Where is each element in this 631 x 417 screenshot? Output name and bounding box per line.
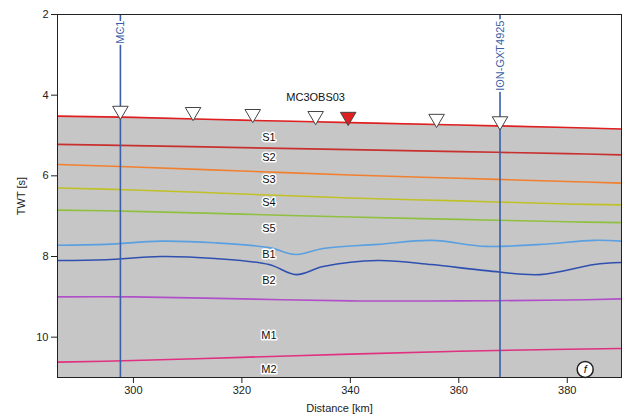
svg-text:MC1: MC1	[114, 21, 126, 44]
svg-text:ION-GXT4925: ION-GXT4925	[494, 21, 506, 91]
svg-text:TWT [s]: TWT [s]	[15, 177, 27, 215]
svg-text:B1: B1	[262, 248, 275, 260]
svg-text:300: 300	[124, 384, 142, 396]
svg-text:S5: S5	[262, 222, 275, 234]
svg-text:Distance [km]: Distance [km]	[306, 402, 373, 414]
svg-text:MC3OBS03: MC3OBS03	[286, 91, 345, 103]
svg-text:2: 2	[42, 8, 48, 20]
svg-text:8: 8	[42, 250, 48, 262]
svg-text:S3: S3	[262, 173, 275, 185]
svg-text:M2: M2	[261, 363, 276, 375]
svg-text:10: 10	[36, 331, 48, 343]
svg-text:6: 6	[42, 169, 48, 181]
svg-text:f: f	[584, 363, 588, 375]
svg-text:320: 320	[233, 384, 251, 396]
svg-text:S1: S1	[262, 131, 275, 143]
svg-text:360: 360	[450, 384, 468, 396]
svg-text:340: 340	[341, 384, 359, 396]
svg-text:S2: S2	[262, 151, 275, 163]
svg-text:S4: S4	[262, 196, 275, 208]
svg-text:4: 4	[42, 89, 48, 101]
svg-text:M1: M1	[261, 329, 276, 341]
svg-text:380: 380	[558, 384, 576, 396]
svg-text:B2: B2	[262, 274, 275, 286]
